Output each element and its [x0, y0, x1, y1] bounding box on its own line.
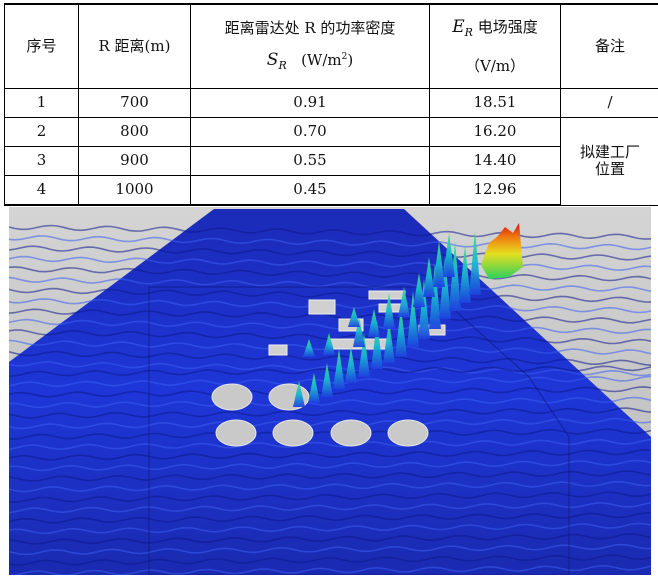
table-row: 2 800 0.70 16.20 拟建工厂 位置	[4, 117, 658, 206]
cell-power: 0.70	[190, 117, 430, 147]
cell-field: 14.40	[429, 146, 561, 176]
power-unit-pre: (W/m	[301, 51, 342, 70]
header-field-strength: ER 电场强度 （V/m）	[429, 3, 561, 89]
field-peaks	[293, 231, 481, 407]
header-index-label: 序号	[26, 36, 57, 55]
cell-index: 3	[4, 146, 79, 176]
note-merged-line1: 拟建工厂	[579, 143, 640, 161]
field-unit: （V/m）	[464, 56, 526, 75]
table-header-row: 序号 R 距离(m) 距离雷达处 R 的功率密度 SR (W/m2) ER 电场…	[4, 3, 658, 89]
field-surface-image	[9, 207, 651, 575]
field-distribution-plot	[9, 207, 651, 575]
table-row: 4 1000 0.45 12.96	[4, 175, 658, 206]
cell-index: 1	[4, 88, 79, 118]
cell-field: 16.20	[429, 117, 561, 147]
radar-peak	[481, 223, 523, 279]
table-row: 3 900 0.55 14.40	[4, 146, 658, 176]
cell-note-merged: 拟建工厂 位置	[560, 117, 658, 206]
power-unit-post: )	[347, 51, 354, 70]
radar-field-table: 序号 R 距离(m) 距离雷达处 R 的功率密度 SR (W/m2) ER 电场…	[4, 3, 658, 206]
field-symbol: E	[452, 17, 465, 38]
cell-power: 0.55	[190, 146, 430, 176]
cell-note: /	[560, 88, 658, 118]
header-note-label: 备注	[594, 36, 625, 55]
header-index: 序号	[4, 3, 79, 89]
header-power-title: 距离雷达处 R 的功率密度	[224, 19, 396, 38]
cell-field: 12.96	[429, 175, 561, 206]
table-row: 1 700 0.91 18.51 /	[4, 88, 658, 118]
cell-power: 0.91	[190, 88, 430, 118]
cell-power: 0.45	[190, 175, 430, 206]
field-title: 电场强度	[472, 18, 538, 37]
note-merged-line2: 位置	[594, 160, 625, 179]
power-unit-sup: 2	[341, 52, 348, 63]
cell-field: 18.51	[429, 88, 561, 118]
power-symbol: S	[266, 50, 279, 71]
cell-distance: 700	[78, 88, 191, 118]
cell-index: 4	[4, 175, 79, 206]
field-subscript: R	[464, 26, 473, 40]
header-distance: R 距离(m)	[78, 3, 191, 89]
tank-openings	[211, 383, 429, 447]
header-distance-label: R 距离(m)	[98, 36, 171, 55]
header-power-formula: SR (W/m2)	[266, 50, 354, 73]
cell-distance: 1000	[78, 175, 191, 206]
header-note: 备注	[560, 3, 658, 89]
header-power-density: 距离雷达处 R 的功率密度 SR (W/m2)	[190, 3, 430, 89]
cell-distance: 800	[78, 117, 191, 147]
cell-index: 2	[4, 117, 79, 147]
cell-distance: 900	[78, 146, 191, 176]
header-field-title-line: ER 电场强度	[430, 17, 560, 40]
power-subscript: R	[278, 59, 287, 73]
